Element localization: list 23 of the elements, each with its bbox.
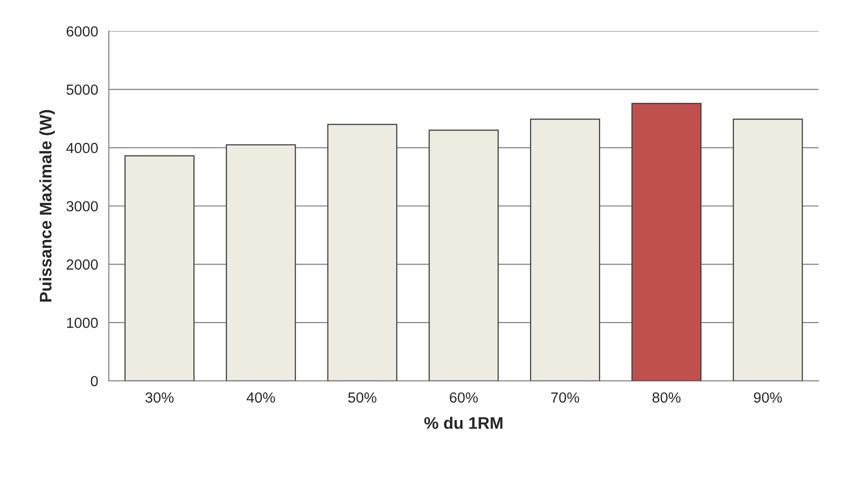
y-tick-label: 3000 xyxy=(66,201,98,212)
y-tick-label: 5000 xyxy=(66,84,98,95)
x-tick-label: 60% xyxy=(450,392,478,403)
x-tick-label: 30% xyxy=(145,392,174,403)
x-tick-label: 40% xyxy=(246,392,275,403)
x-tick-label: 50% xyxy=(348,392,376,403)
y-tick-label: 2000 xyxy=(66,259,98,270)
y-axis-title: Puissance Maximale (W) xyxy=(39,110,55,302)
x-axis-title: % du 1RM xyxy=(424,416,502,429)
bar xyxy=(428,130,499,381)
x-tick-label: 80% xyxy=(652,392,681,403)
y-tick-label: 6000 xyxy=(66,26,98,37)
bar xyxy=(124,155,195,381)
y-tick-label: 0 xyxy=(90,376,98,386)
bar xyxy=(530,118,600,381)
bar xyxy=(226,144,296,381)
y-tick-label: 4000 xyxy=(66,142,98,154)
bar xyxy=(327,124,398,381)
bar xyxy=(631,102,702,381)
y-tick-label: 1000 xyxy=(67,318,98,328)
x-tick-label: 90% xyxy=(754,392,782,403)
x-tick-label: 70% xyxy=(551,392,580,403)
bar xyxy=(732,118,803,381)
